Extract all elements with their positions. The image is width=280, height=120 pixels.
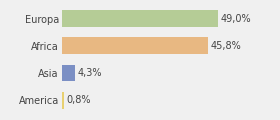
Bar [62,65,75,81]
Bar [62,10,218,27]
Text: 49,0%: 49,0% [220,14,251,24]
Text: 4,3%: 4,3% [78,68,102,78]
Bar [62,92,64,109]
Text: 0,8%: 0,8% [67,95,91,105]
Text: 45,8%: 45,8% [210,41,241,51]
Bar [62,37,207,54]
